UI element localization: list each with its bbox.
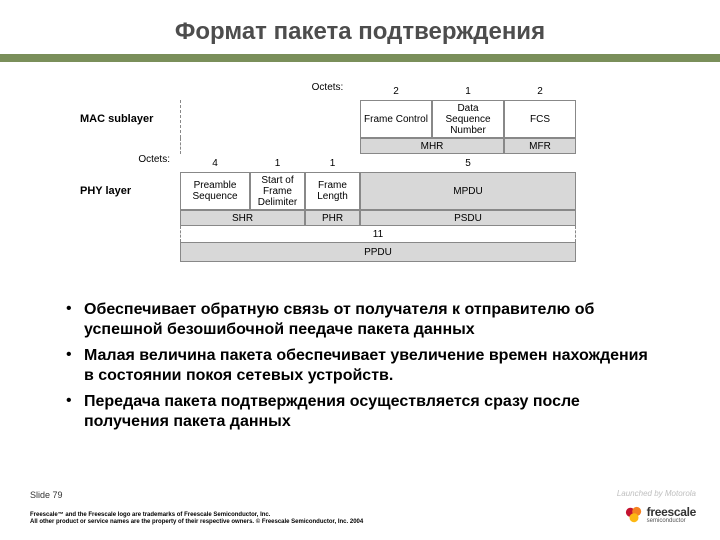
mac-octets-row: Octets: 2 1 2 [80,82,640,100]
bullet-text-0: Обеспечивает обратную связь от получател… [84,300,662,340]
legal-line-1: Freescale™ and the Freescale logo are tr… [30,512,363,519]
mac-box-dsn: Data Sequence Number [432,100,504,138]
bullet-text-1: Малая величина пакета обеспечивает увели… [84,346,662,386]
bullet-dot-icon: • [66,300,84,340]
packet-diagram: Octets: 2 1 2 MAC sublayer Frame Control… [80,82,640,262]
title-bar: Формат пакета подтверждения [0,10,720,54]
mac-label-spacer [80,82,180,100]
mac-boxes-row: MAC sublayer Frame Control Data Sequence… [80,100,640,138]
legal-text: Freescale™ and the Freescale logo are tr… [30,512,363,526]
title-underline [0,54,720,62]
mac-bands-row: MHR MFR [80,138,640,154]
logo-name: freescale [647,506,696,518]
ppdu-row: PPDU [80,242,640,262]
phy-boxes-row: PHY layer Preamble Sequence Start of Fra… [80,172,640,210]
mac-octet-0: 2 [360,82,432,100]
bullet-item: • Обеспечивает обратную связь от получат… [66,300,662,340]
phy-octet-3: 5 [360,154,576,172]
ppdu-band: PPDU [180,242,576,262]
tagline: Launched by Motorola [617,489,696,498]
bullet-list: • Обеспечивает обратную связь от получат… [66,300,662,438]
phy-box-sfd: Start of Frame Delimiter [250,172,305,210]
legal-line-2: All other product or service names are t… [30,519,363,526]
logo-mark-icon [625,506,643,524]
mac-band-mhr: MHR [360,138,504,154]
mac-octet-1: 1 [432,82,504,100]
phy-band-shr: SHR [180,210,305,226]
phy-box-preamble: Preamble Sequence [180,172,250,210]
bullet-item: • Малая величина пакета обеспечивает уве… [66,346,662,386]
phy-box-mpdu: MPDU [360,172,576,210]
bullet-item: • Передача пакета подтверждения осуществ… [66,392,662,432]
phy-octet-0: 4 [180,154,250,172]
slide-title: Формат пакета подтверждения [175,18,545,46]
mac-band-mfr: MFR [504,138,576,154]
freescale-logo: freescale semiconductor [625,506,696,524]
total-octets: 11 [180,226,576,242]
phy-bands-row: SHR PHR PSDU [80,210,640,226]
bullet-dot-icon: • [66,346,84,386]
logo-subtitle: semiconductor [647,518,696,524]
mac-sublayer-label: MAC sublayer [80,100,180,138]
phy-band-psdu: PSDU [360,210,576,226]
total-octets-row: 11 [80,226,640,242]
phy-octets-row: Octets: 4 1 1 5 [80,154,640,172]
logo-text: freescale semiconductor [647,506,696,524]
phy-band-phr: PHR [305,210,360,226]
mac-box-frame-control: Frame Control [360,100,432,138]
octets-label-mac: Octets: [305,82,360,100]
mac-box-fcs: FCS [504,100,576,138]
slide-number: Slide 79 [30,490,63,500]
phy-layer-label: PHY layer [80,172,180,210]
phy-octet-1: 1 [250,154,305,172]
phy-box-flen: Frame Length [305,172,360,210]
bullet-text-2: Передача пакета подтверждения осуществля… [84,392,662,432]
phy-octet-2: 1 [305,154,360,172]
bullet-dot-icon: • [66,392,84,432]
slide: Формат пакета подтверждения Octets: 2 1 … [0,0,720,540]
octets-label-phy: Octets: [80,154,180,172]
mac-octet-2: 2 [504,82,576,100]
